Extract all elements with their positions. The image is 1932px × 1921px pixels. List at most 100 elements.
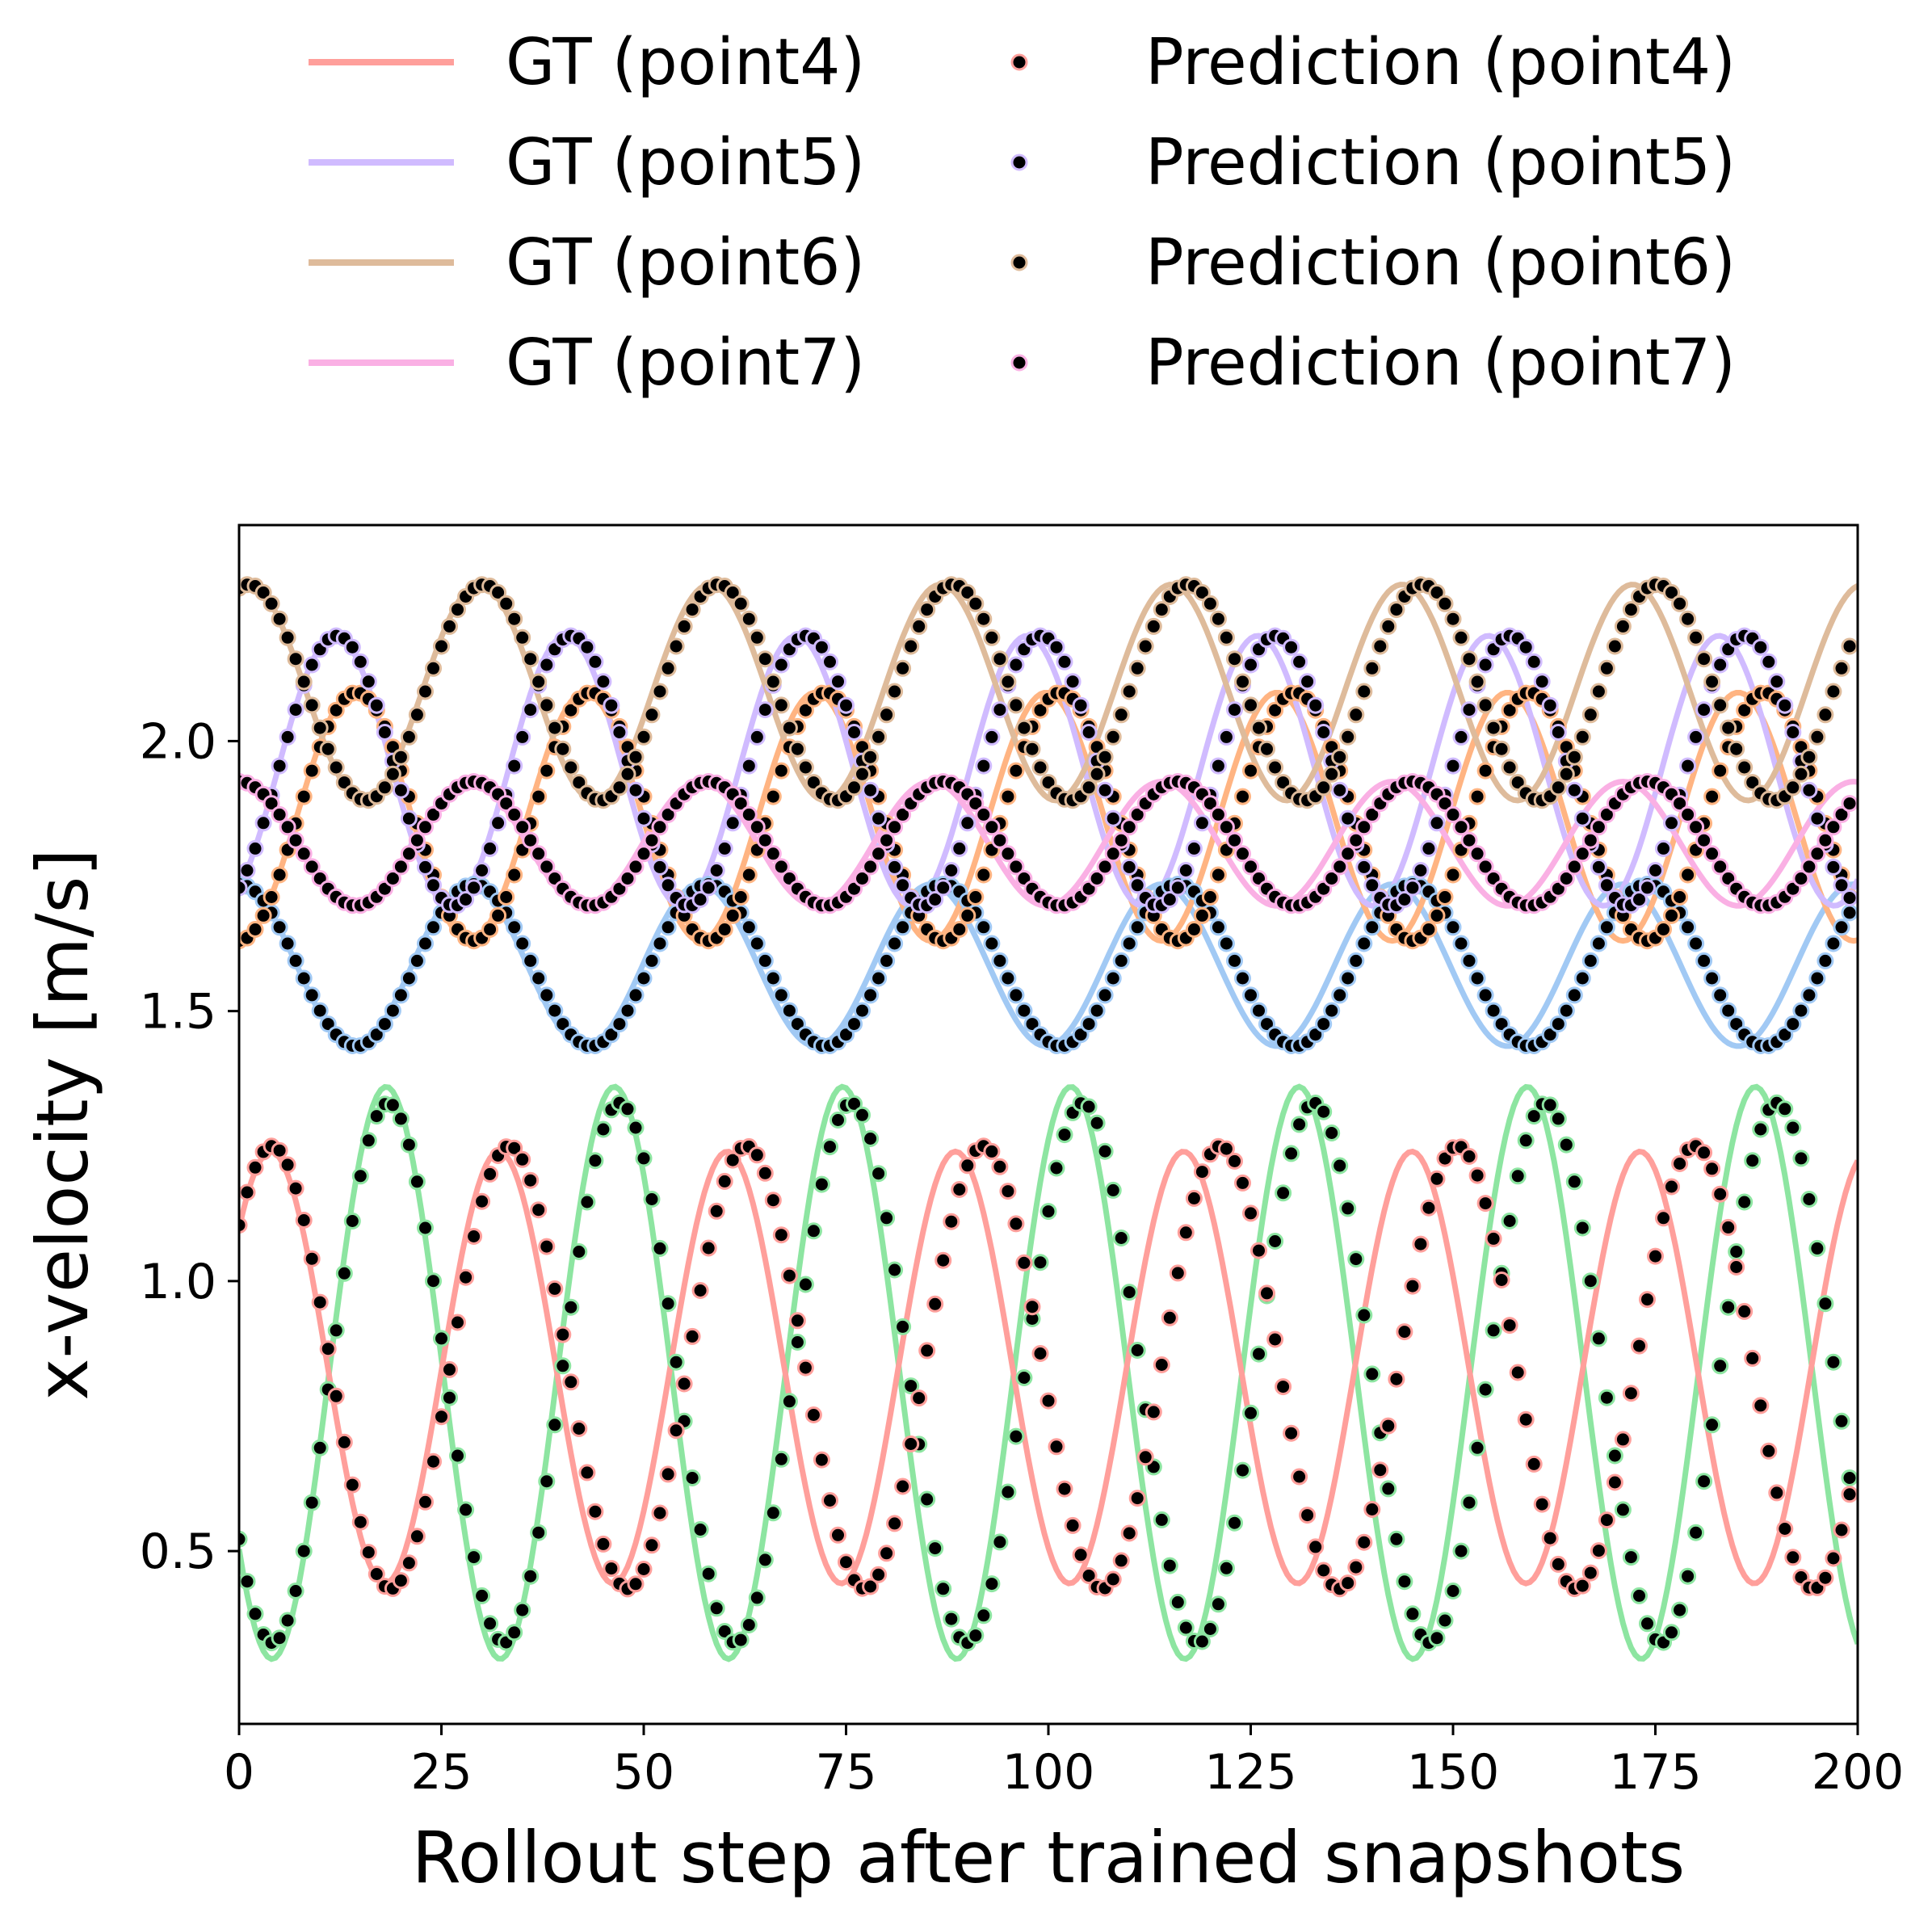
- legend-gt-label: GT (point4): [506, 25, 865, 99]
- pred-dot-point5: [1128, 876, 1146, 894]
- pred-dot-point5: [1007, 656, 1025, 674]
- pred-dot-point3: [999, 788, 1017, 805]
- pred-dot-point2: [821, 1138, 838, 1156]
- pred-dot-point1: [846, 1015, 863, 1033]
- pred-dot-point2: [1226, 1514, 1243, 1532]
- pred-dot-point6: [514, 628, 531, 646]
- pred-dot-point6: [1217, 628, 1235, 646]
- pred-dot-point5: [239, 879, 248, 897]
- pred-dot-point6: [1088, 765, 1106, 783]
- pred-dot-point2: [1331, 1157, 1349, 1175]
- pred-dot-point6: [1331, 748, 1349, 766]
- pred-dot-point4: [1347, 1558, 1365, 1576]
- pred-dot-point2: [425, 1272, 442, 1290]
- x-tick-label: 175: [1609, 1744, 1702, 1801]
- pred-dot-point3: [1703, 788, 1721, 805]
- pred-dot-point7: [498, 795, 515, 813]
- x-tick-label: 100: [1002, 1744, 1095, 1801]
- pred-dot-point1: [1363, 918, 1381, 936]
- pred-dot-point2: [546, 1416, 564, 1434]
- pred-dot-point5: [975, 757, 993, 775]
- pred-dot-point4: [1307, 1538, 1325, 1556]
- pred-dot-point2: [967, 1627, 985, 1645]
- pred-dot-point1: [1485, 1002, 1502, 1019]
- plot-area: [239, 576, 1858, 1662]
- pred-dot-point2: [1695, 1473, 1713, 1490]
- gt-lines: [239, 582, 1858, 1662]
- pred-dot-point4: [1784, 1549, 1802, 1566]
- pred-dot-point7: [894, 805, 912, 823]
- pred-dot-point2: [1242, 1404, 1259, 1422]
- y-tick-label: 1.5: [140, 984, 216, 1040]
- pred-dot-point7: [271, 805, 288, 823]
- pred-dot-point6: [635, 728, 653, 746]
- pred-dot-point6: [376, 779, 393, 797]
- pred-dot-point5: [862, 781, 880, 799]
- pred-dot-point4: [287, 1179, 304, 1197]
- pred-dot-point1: [1128, 918, 1146, 936]
- pred-dot-point6: [400, 728, 418, 746]
- pred-dot-point6: [319, 740, 337, 758]
- pred-dot-point6: [303, 696, 321, 714]
- pred-dot-point2: [886, 1261, 904, 1279]
- pred-dot-point7: [1808, 845, 1826, 863]
- pred-dot-point6: [1007, 696, 1025, 714]
- pred-dot-point4: [1622, 1385, 1640, 1402]
- pred-dot-point7: [1120, 818, 1138, 836]
- pred-dot-point4: [1388, 1370, 1405, 1388]
- pred-dot-point7: [772, 858, 790, 876]
- pred-dot-point2: [1193, 1633, 1211, 1650]
- pred-dot-point3: [967, 889, 985, 906]
- pred-dot-point4: [1501, 1317, 1518, 1335]
- pred-dot-point5: [1064, 673, 1082, 691]
- pred-dot-point4: [1533, 1495, 1551, 1513]
- pred-dot-point1: [991, 952, 1009, 969]
- pred-dot-point5: [951, 839, 968, 857]
- pred-dot-point2: [1468, 1439, 1486, 1457]
- pred-dot-point4: [473, 1192, 491, 1210]
- pred-dot-point2: [1355, 1306, 1373, 1324]
- pred-dot-point2: [578, 1193, 596, 1211]
- pred-dot-point6: [1452, 628, 1470, 646]
- pred-dot-point2: [1712, 1357, 1729, 1375]
- pred-dot-point4: [764, 1192, 782, 1209]
- pred-dot-point6: [1493, 740, 1510, 758]
- pred-dot-point2: [740, 1616, 758, 1633]
- pred-dot-point2: [335, 1264, 353, 1282]
- pred-dot-point4: [1485, 1230, 1502, 1247]
- pred-dot-point2: [1590, 1330, 1607, 1347]
- pred-dot-point4: [1736, 1302, 1754, 1320]
- pred-dot-point4: [1655, 1209, 1672, 1227]
- pred-dot-point2: [1622, 1549, 1640, 1566]
- pred-dot-point6: [1557, 765, 1575, 783]
- pred-dot-point4: [1590, 1542, 1607, 1560]
- pred-dot-point4: [756, 1164, 774, 1182]
- pred-dot-point2: [1606, 1447, 1623, 1465]
- pred-dot-point6: [1501, 759, 1518, 776]
- pred-dot-point5: [1161, 891, 1178, 908]
- pred-dot-point6: [530, 673, 548, 691]
- pred-dot-point4: [465, 1228, 483, 1245]
- legend-pred-label: Prediction (point4): [1145, 25, 1736, 99]
- pred-dot-point7: [983, 818, 1001, 836]
- pred-dot-point1: [425, 918, 442, 936]
- pred-dot-point1: [619, 1002, 636, 1019]
- pred-dot-point7: [1565, 858, 1583, 876]
- pred-dot-point6: [1792, 765, 1810, 783]
- pred-dot-point7: [1128, 805, 1146, 823]
- pred-dot-point1: [1347, 952, 1365, 969]
- pred-dot-point4: [1371, 1461, 1389, 1479]
- pred-dot-point3: [764, 788, 782, 805]
- pred-dot-point3: [1266, 701, 1284, 719]
- pred-dot-point6: [886, 683, 904, 700]
- pred-dot-point6: [279, 628, 296, 646]
- pred-dot-point2: [287, 1583, 304, 1599]
- pred-dot-point6: [1209, 610, 1227, 628]
- pred-dot-point6: [1581, 706, 1599, 724]
- pred-dot-point5: [1687, 728, 1705, 746]
- pred-dot-point6: [1339, 728, 1357, 746]
- pred-dot-point4: [1048, 1438, 1065, 1456]
- pred-dot-point2: [586, 1152, 604, 1170]
- pred-dot-point1: [1557, 1002, 1575, 1019]
- pred-dot-point6: [1679, 610, 1697, 628]
